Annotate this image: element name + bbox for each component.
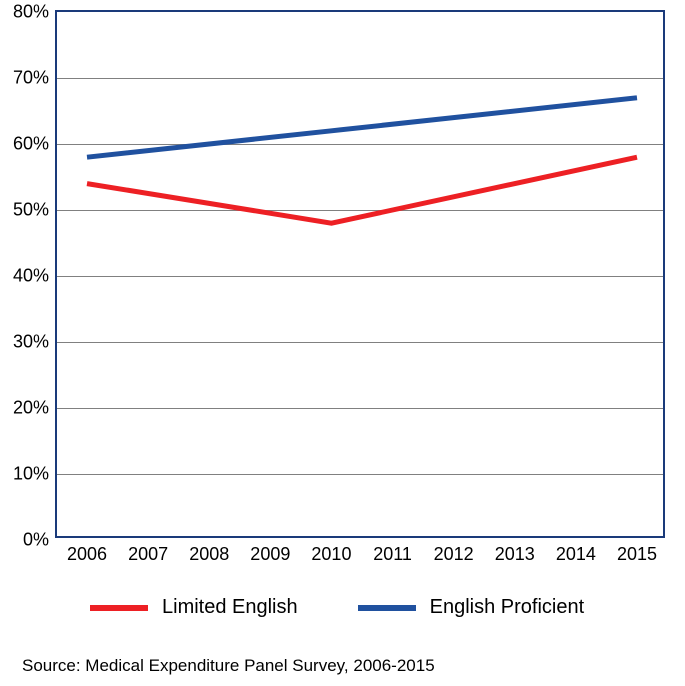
- y-axis-label: 0%: [23, 530, 57, 551]
- y-axis-label: 30%: [13, 332, 57, 353]
- x-axis-label: 2012: [434, 536, 474, 565]
- x-axis-label: 2006: [67, 536, 107, 565]
- legend-swatch: [90, 605, 148, 611]
- y-axis-label: 20%: [13, 398, 57, 419]
- legend-swatch: [358, 605, 416, 611]
- y-axis-label: 80%: [13, 2, 57, 23]
- series-line-limited_english: [87, 157, 637, 223]
- x-axis-label: 2010: [311, 536, 351, 565]
- y-axis-label: 10%: [13, 464, 57, 485]
- legend-item-limited_english: Limited English: [90, 596, 298, 619]
- legend-label: Limited English: [162, 596, 298, 619]
- x-axis-label: 2007: [128, 536, 168, 565]
- legend-label: English Proficient: [430, 596, 585, 619]
- source-note: Source: Medical Expenditure Panel Survey…: [22, 656, 435, 676]
- x-axis-label: 2008: [189, 536, 229, 565]
- y-axis-label: 50%: [13, 200, 57, 221]
- series-line-english_proficient: [87, 98, 637, 157]
- y-axis-label: 70%: [13, 68, 57, 89]
- x-axis-label: 2015: [617, 536, 657, 565]
- x-axis-label: 2009: [250, 536, 290, 565]
- y-axis-label: 60%: [13, 134, 57, 155]
- chart-legend: Limited English English Proficient: [90, 596, 584, 619]
- chart-lines: [57, 12, 667, 540]
- plot-area: 0%10%20%30%40%50%60%70%80%20062007200820…: [55, 10, 665, 538]
- line-chart: 0% 10% 20% 30% 40% 50% 60% 70% 80% 2006 2007 2008 20…: [0, 0, 685, 686]
- legend-item-english_proficient: English Proficient: [358, 596, 585, 619]
- y-axis-label: 40%: [13, 266, 57, 287]
- x-axis-label: 2011: [373, 536, 412, 565]
- x-axis-label: 2014: [556, 536, 596, 565]
- x-axis-label: 2013: [495, 536, 535, 565]
